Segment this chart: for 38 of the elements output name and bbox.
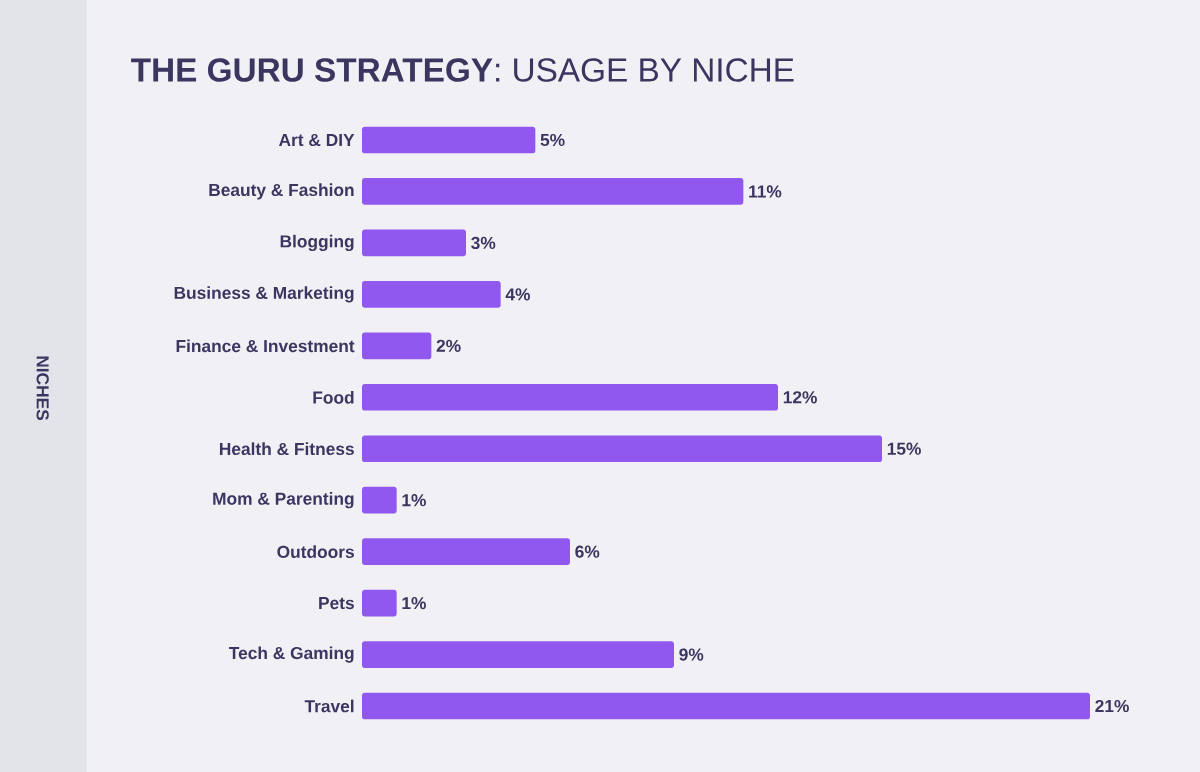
data-label: 21% [1095,699,1129,713]
bar [362,486,397,514]
bar [362,589,397,617]
y-tick-label: Health & Fitness [219,442,354,456]
data-label: 9% [679,648,704,661]
bar [362,692,1091,720]
y-tick-label: Outdoors [277,545,354,559]
data-label: 1% [402,494,426,507]
y-tick-label: Travel [304,699,354,713]
y-tick-label: Art & DIY [278,133,355,147]
y-tick-label: Blogging [280,234,354,252]
data-label: 15% [887,442,921,455]
bar [362,178,744,205]
y-tick-label: Finance & Investment [176,339,355,353]
text: NICHES [36,356,49,421]
data-label: 11% [749,185,782,198]
data-label: 1% [402,596,426,610]
data-label: 4% [505,288,530,301]
bar [362,281,501,308]
data-label: 6% [575,545,600,558]
bar [362,126,536,154]
bar [362,332,432,360]
data-label: 12% [783,391,817,404]
y-tick-label: Tech & Gaming [228,646,354,663]
y-tick-label: Beauty & Fashion [209,183,354,200]
y-tick-label: Food [313,390,354,404]
bar [362,435,883,463]
chart-title: THE GURU STRATEGY: USAGE BY NICHE [131,58,794,82]
data-label: 3% [471,236,496,250]
data-label: 2% [436,339,461,352]
bar [362,538,570,565]
y-tick-label: Business & Marketing [174,286,354,303]
y-tick-label: Mom & Parenting [213,492,354,509]
y-tick-label: Pets [319,597,354,610]
bar [362,383,778,411]
data-label: 5% [540,133,565,147]
bar [362,229,466,257]
bar [362,641,674,668]
